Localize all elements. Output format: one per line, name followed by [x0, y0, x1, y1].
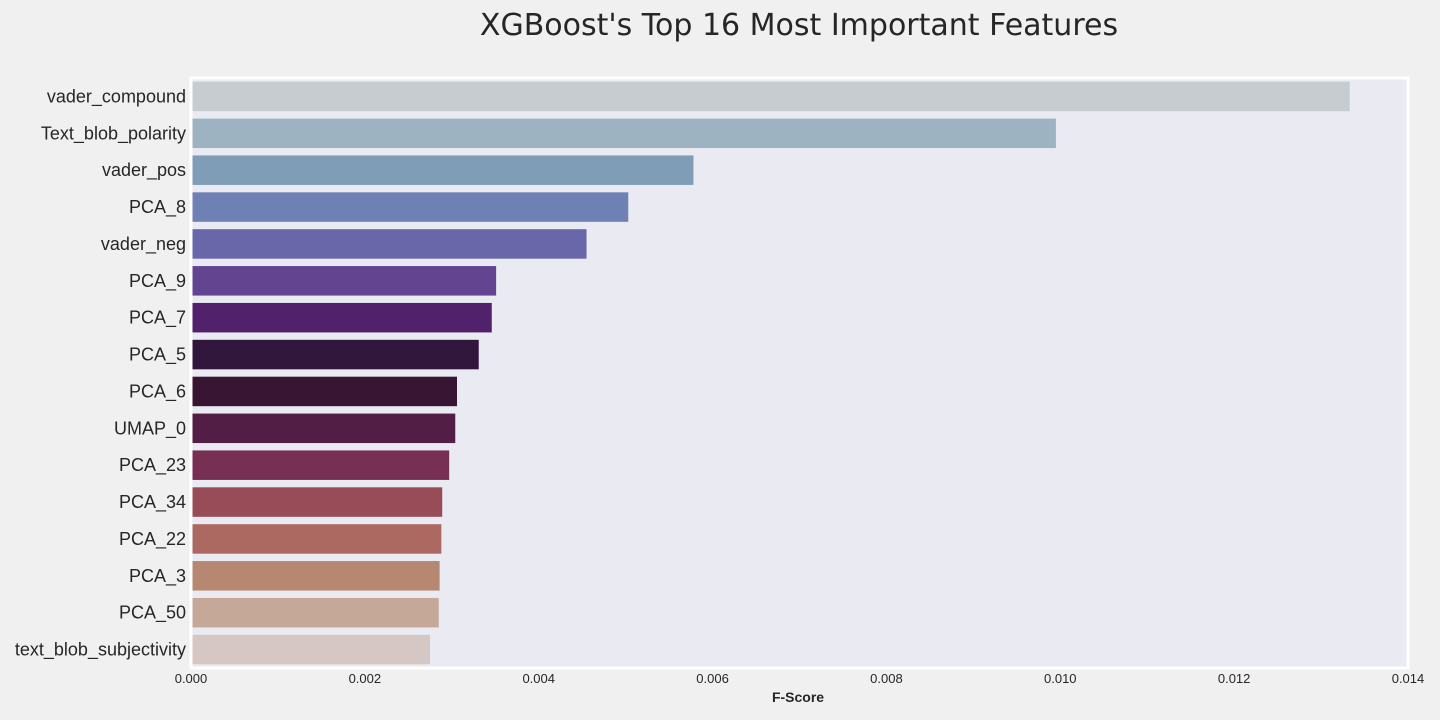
bar-pca-22	[192, 524, 442, 554]
y-tick-label: PCA_6	[129, 381, 186, 402]
x-tick-label: 0.014	[1392, 671, 1425, 686]
y-tick-label: UMAP_0	[114, 418, 186, 439]
y-tick-label: vader_neg	[101, 234, 186, 255]
bars	[192, 81, 1350, 665]
y-tick-label: PCA_34	[119, 492, 186, 513]
y-axis-labels: vader_compound Text_blob_polarity vader_po…	[15, 86, 186, 660]
y-tick-label: vader_pos	[102, 160, 186, 181]
bar-text-blob-polarity	[192, 118, 1056, 149]
bar-vader-compound	[192, 81, 1350, 112]
bar-vader-pos	[192, 155, 694, 185]
y-tick-label: PCA_5	[129, 345, 186, 366]
bar-pca-50	[192, 597, 439, 628]
x-axis-ticks: 0.000 0.002 0.004 0.006 0.008 0.010 0.012 0.014	[175, 671, 1425, 686]
y-tick-label: PCA_50	[119, 603, 186, 624]
y-tick-label: Text_blob_polarity	[41, 123, 186, 144]
y-tick-label: PCA_22	[119, 529, 186, 550]
bar-umap-0	[192, 413, 456, 444]
x-tick-label: 0.012	[1218, 671, 1251, 686]
y-tick-label: vader_compound	[47, 86, 186, 107]
y-tick-label: text_blob_subjectivity	[15, 640, 186, 661]
bar-pca-8	[192, 192, 629, 222]
x-axis-label: F-Score	[772, 689, 824, 705]
x-tick-label: 0.006	[696, 671, 729, 686]
y-tick-label: PCA_23	[119, 455, 186, 476]
bar-pca-34	[192, 487, 443, 517]
x-tick-label: 0.008	[870, 671, 903, 686]
bar-pca-5	[192, 339, 479, 370]
chart-title: XGBoost's Top 16 Most Important Features	[479, 8, 1119, 43]
bar-pca-3	[192, 561, 440, 591]
bar-text-blob-subjectivity	[192, 634, 431, 665]
y-tick-label: PCA_8	[129, 197, 186, 218]
x-tick-label: 0.010	[1044, 671, 1077, 686]
y-tick-label: PCA_3	[129, 566, 186, 587]
bar-vader-neg	[192, 229, 587, 259]
y-tick-label: PCA_9	[129, 271, 186, 292]
bar-pca-23	[192, 450, 450, 480]
bar-pca-9	[192, 266, 497, 296]
bar-pca-7	[192, 302, 492, 333]
bar-pca-6	[192, 376, 458, 407]
x-tick-label: 0.002	[349, 671, 382, 686]
y-tick-label: PCA_7	[129, 308, 186, 329]
x-tick-label: 0.000	[175, 671, 208, 686]
x-tick-label: 0.004	[522, 671, 555, 686]
